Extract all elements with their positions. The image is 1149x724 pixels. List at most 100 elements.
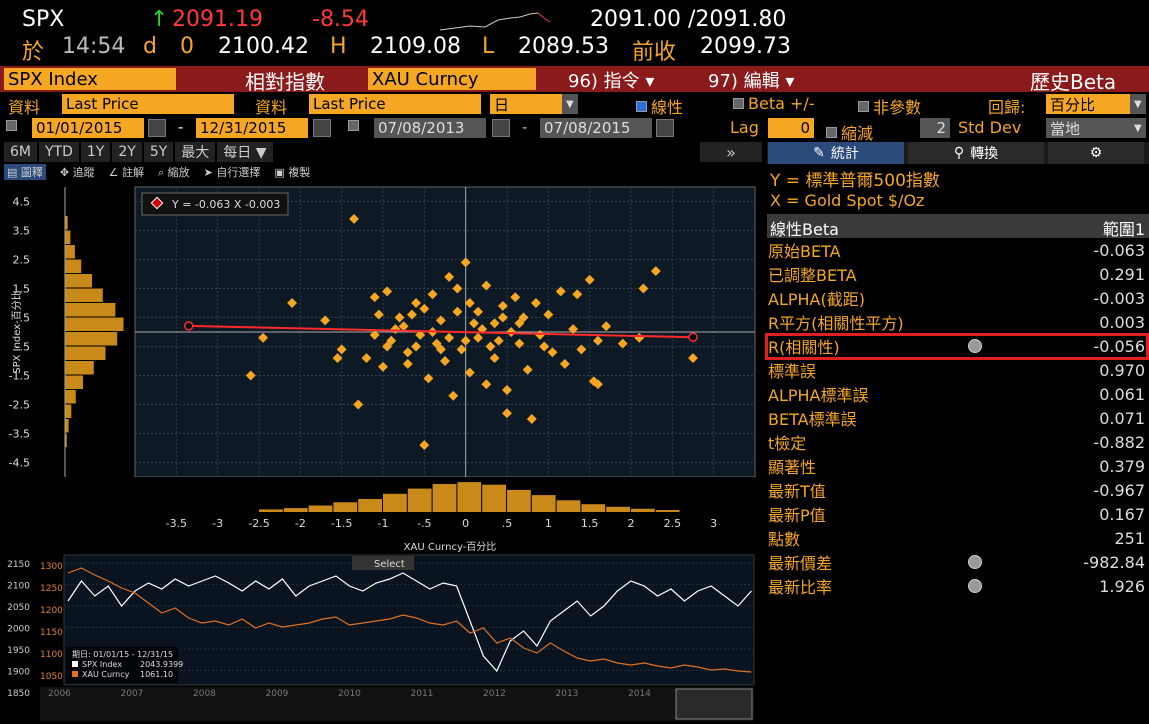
lag-field[interactable]: 0	[768, 118, 814, 138]
scatter-point	[572, 289, 583, 300]
regress-chevron-icon[interactable]: ▼	[1130, 94, 1146, 114]
regression-legend	[141, 192, 289, 216]
date-checkbox[interactable]	[6, 120, 17, 131]
calendar-icon[interactable]	[313, 119, 331, 137]
calendar-icon[interactable]	[656, 119, 674, 137]
stat-key: 標準誤	[768, 362, 817, 381]
stat-key: 已調整BETA	[768, 266, 857, 285]
x-histogram-bar	[308, 505, 333, 512]
stddev-field[interactable]: 2	[920, 118, 950, 138]
timeline-strip[interactable]	[40, 687, 754, 721]
scatter-point	[539, 341, 550, 352]
stat-value: -982.84	[1083, 552, 1145, 572]
scatter-point	[444, 332, 455, 343]
scatter-point	[419, 440, 430, 451]
range-6m[interactable]: 6M	[4, 142, 37, 162]
right-tick-label: 1050	[40, 672, 63, 682]
collapse-panel-icon[interactable]: »	[700, 142, 762, 162]
y-series-label: Y = 標準普爾500指數	[770, 171, 940, 191]
period-chevron-icon[interactable]: ▼	[562, 94, 578, 114]
security1-field[interactable]: SPX Index	[4, 68, 176, 90]
data-field-1[interactable]: Last Price	[62, 94, 234, 114]
beta-pm-checkbox[interactable]: Beta +/-	[733, 94, 815, 113]
x-tick-label: -1	[378, 517, 389, 530]
calendar-icon[interactable]	[492, 119, 510, 137]
x-histogram-bar	[259, 509, 283, 512]
scatter-chart[interactable]: 4.53.52.51.5.5-.5-1.5-2.5-3.5-4.5-3.5 -3-…	[0, 182, 766, 552]
right-tick-label: 1300	[40, 562, 63, 572]
scatter-point	[592, 379, 603, 390]
x-histogram-bar	[507, 489, 531, 512]
scatter-point	[592, 335, 603, 346]
select-button[interactable]	[352, 556, 414, 570]
local-select[interactable]: 當地	[1046, 118, 1130, 138]
tab-convert[interactable]: ⚲ 轉換	[908, 142, 1044, 164]
info-icon[interactable]	[968, 339, 982, 353]
xau-series-line	[67, 567, 752, 673]
tab-stats[interactable]: ✎ 統計	[768, 142, 904, 164]
date-start-field[interactable]: 01/01/2015	[32, 118, 144, 138]
y-tick-label: 3.5	[13, 225, 31, 238]
y-histogram-bar	[65, 346, 106, 360]
nonparam-checkbox[interactable]: 非參數	[858, 94, 921, 118]
scatter-point	[452, 306, 463, 317]
range-max[interactable]: 最大	[175, 142, 216, 162]
legend-value-spx: 2043.9399	[140, 660, 183, 669]
x-histogram-bar	[457, 482, 482, 512]
date2-end-field[interactable]: 07/08/2015	[540, 118, 652, 138]
zoom-tool[interactable]: ⌕ 縮放	[157, 166, 190, 179]
range-2y[interactable]: 2Y	[112, 142, 142, 162]
scatter-point	[638, 283, 649, 294]
data-label-1: 資料	[8, 98, 41, 117]
track-tool[interactable]: ✥ 追蹤	[59, 166, 95, 179]
date-end-field[interactable]: 12/31/2015	[196, 118, 308, 138]
checkbox-icon	[826, 126, 837, 138]
frequency-select[interactable]: 每日 ▼	[217, 142, 273, 162]
stat-row: 最新比率 1.926	[768, 574, 1148, 598]
mode-label[interactable]: 相對指數	[245, 70, 325, 94]
range-1y[interactable]: 1Y	[80, 142, 111, 162]
data-field-2[interactable]: Last Price	[309, 94, 481, 114]
open-price: 2100.42	[218, 34, 309, 59]
copy-tool[interactable]: ▣ 複製	[274, 166, 311, 179]
info-icon[interactable]	[968, 579, 982, 593]
legend-tool[interactable]: ▤ 圖釋	[4, 164, 46, 180]
left-tick-label: 1900	[7, 668, 30, 678]
gear-icon[interactable]: ⚙	[1048, 142, 1144, 164]
linear-checkbox[interactable]: 線性	[636, 94, 683, 118]
stat-value: -0.882	[1093, 432, 1145, 452]
timeline-window[interactable]	[675, 688, 753, 720]
scatter-point	[468, 318, 479, 329]
edit-menu[interactable]: 97) 編輯 ▾	[708, 71, 795, 92]
regress-select[interactable]: 百分比	[1046, 94, 1130, 114]
calendar-icon[interactable]	[148, 119, 166, 137]
commands-menu[interactable]: 96) 指令 ▾	[568, 71, 655, 92]
range-ytd[interactable]: YTD	[39, 142, 79, 162]
checkbox-icon	[858, 100, 869, 112]
history-chart[interactable]: 2150 2100 2050 2000 1950 1900 1850 1300 1250 1200…	[0, 553, 766, 724]
shrink-checkbox[interactable]: 縮減	[826, 120, 873, 144]
date2-checkbox[interactable]	[348, 120, 359, 131]
x-histogram-bar	[581, 504, 606, 512]
scatter-point	[522, 364, 533, 375]
annotate-tool[interactable]: ∠ 註解	[108, 166, 144, 179]
shrink-label: 縮減	[841, 124, 874, 143]
linear-label: 線性	[651, 98, 684, 117]
date2-start-field[interactable]: 07/08/2013	[374, 118, 486, 138]
local-chevron-icon[interactable]: ▼	[1130, 118, 1146, 138]
scatter-point	[460, 335, 471, 346]
x-histogram-bar	[432, 484, 457, 512]
prev-close: 2099.73	[700, 34, 791, 59]
range-5y[interactable]: 5Y	[143, 142, 174, 162]
beta-pm-label: Beta +/-	[748, 94, 815, 113]
custom-select-tool[interactable]: ➤ 自行選擇	[203, 166, 261, 179]
regression-line	[188, 324, 694, 339]
x-tick-label: -3.5	[166, 517, 187, 530]
stat-row: 點數 251	[768, 526, 1148, 550]
info-icon[interactable]	[968, 555, 982, 569]
y-histogram-bar	[65, 245, 75, 259]
security2-field[interactable]: XAU Curncy	[368, 68, 536, 90]
scatter-point	[584, 274, 595, 285]
period-select[interactable]: 日	[490, 94, 562, 114]
y-histogram-bar	[65, 361, 94, 375]
